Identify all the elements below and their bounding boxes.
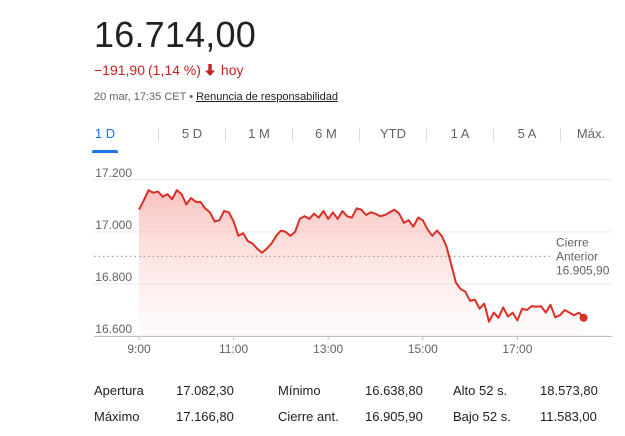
previous-close-text: 16.905,90 xyxy=(556,263,610,277)
tab-5d[interactable]: 5 D xyxy=(181,126,203,141)
range-tabs: 1 D 5 D 1 M 6 M YTD 1 A 5 A Máx. xyxy=(88,124,625,153)
tab-divider xyxy=(225,128,226,142)
meta-separator: • xyxy=(189,91,194,103)
x-tick-label: 17:00 xyxy=(502,342,532,356)
change-amount: −191,90 xyxy=(94,62,145,78)
disclaimer-link[interactable]: Renuncia de responsabilidad xyxy=(196,91,338,103)
stats-row: Apertura 17.082,30 Mínimo 16.638,80 Alto… xyxy=(94,381,625,407)
x-tick-label: 9:00 xyxy=(127,342,151,356)
y-tick-label: 17.000 xyxy=(95,218,132,232)
stat-value-bajo-52: 11.583,00 xyxy=(540,409,597,424)
tab-divider xyxy=(292,128,293,142)
change-period: hoy xyxy=(220,62,244,78)
price-area xyxy=(139,190,584,336)
current-price: 16.714,00 xyxy=(94,14,256,55)
x-tick-label: 11:00 xyxy=(219,342,248,356)
stat-value-cierre-ant: 16.905,90 xyxy=(365,409,423,424)
stats-row: Máximo 17.166,80 Cierre ant. 16.905,90 B… xyxy=(94,407,625,433)
tab-divider xyxy=(493,128,494,142)
stat-label-maximo: Máximo xyxy=(94,409,140,424)
tab-divider xyxy=(158,128,159,142)
key-stats: Apertura 17.082,30 Mínimo 16.638,80 Alto… xyxy=(94,381,625,433)
arrow-down-icon xyxy=(204,64,215,76)
tab-divider xyxy=(560,128,561,142)
tab-1d[interactable]: 1 D xyxy=(88,124,122,153)
price-change: −191,90 (1,14 %) hoy xyxy=(94,62,244,78)
stat-label-alto-52: Alto 52 s. xyxy=(453,383,508,398)
tab-6m[interactable]: 6 M xyxy=(315,126,337,141)
quote-meta: 20 mar, 17:35 CET • Renuncia de responsa… xyxy=(94,91,338,103)
stat-value-alto-52: 18.573,80 xyxy=(540,383,598,398)
stat-value-maximo: 17.166,80 xyxy=(176,409,234,424)
stat-label-bajo-52: Bajo 52 s. xyxy=(453,409,511,424)
stat-value-minimo: 16.638,80 xyxy=(365,383,423,398)
x-tick-label: 15:00 xyxy=(408,342,438,356)
x-axis-labels: 9:00 11:00 13:00 15:00 17:00 xyxy=(127,336,533,356)
tab-5a[interactable]: 5 A xyxy=(517,126,537,141)
stat-value-apertura: 17.082,30 xyxy=(176,383,234,398)
stat-label-minimo: Mínimo xyxy=(278,383,321,398)
tab-divider xyxy=(359,128,360,142)
y-tick-label: 17.200 xyxy=(95,166,132,180)
y-axis-labels: 17.200 17.000 16.800 16.600 xyxy=(95,166,132,336)
last-price-dot xyxy=(579,313,588,322)
stat-label-cierre-ant: Cierre ant. xyxy=(278,409,339,424)
y-tick-label: 16.600 xyxy=(95,322,132,336)
tab-1a[interactable]: 1 A xyxy=(450,126,470,141)
x-tick-label: 13:00 xyxy=(313,342,343,356)
price-line xyxy=(138,189,585,323)
stat-label-apertura: Apertura xyxy=(94,383,144,398)
timestamp: 20 mar, 17:35 CET xyxy=(94,91,187,103)
previous-close-text: Anterior xyxy=(556,249,598,263)
y-tick-label: 16.800 xyxy=(95,270,132,284)
previous-close-text: Cierre xyxy=(556,235,589,249)
tab-max[interactable]: Máx. xyxy=(576,126,606,141)
change-percent: (1,14 %) xyxy=(148,62,201,78)
tab-1m[interactable]: 1 M xyxy=(248,126,270,141)
tab-divider xyxy=(426,128,427,142)
tab-ytd[interactable]: YTD xyxy=(380,126,406,141)
